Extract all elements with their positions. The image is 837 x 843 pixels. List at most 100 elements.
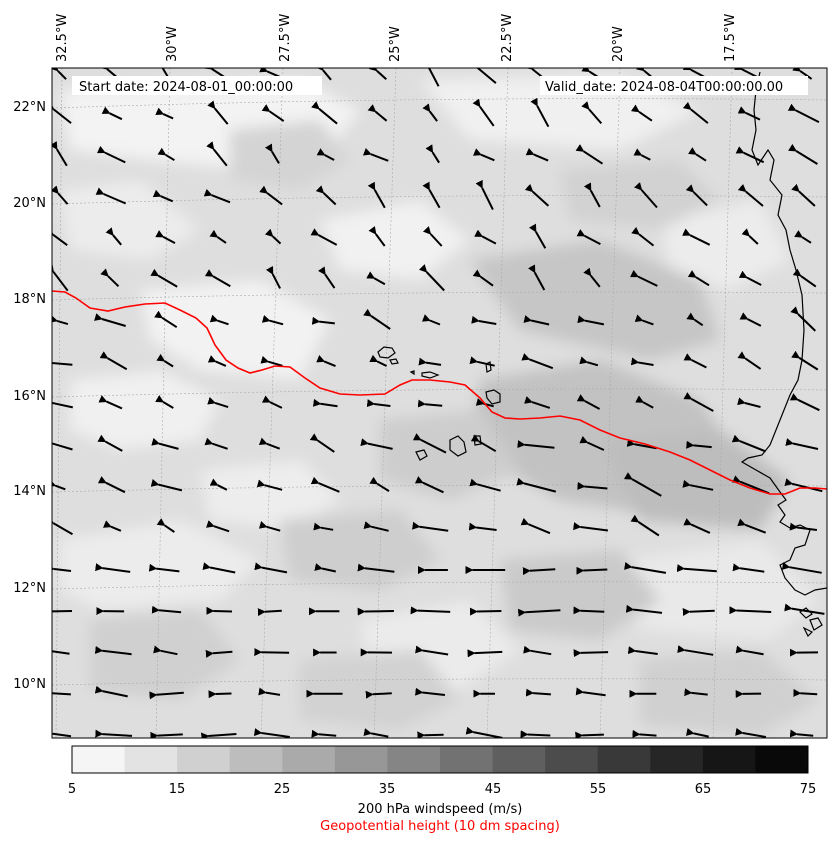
wind-arrow	[418, 264, 445, 292]
wind-arrow	[682, 101, 709, 124]
wind-arrow	[155, 107, 174, 120]
wind-arrow	[265, 266, 281, 289]
colorbar-tick-35: 35	[379, 782, 396, 797]
wind-vectors	[52, 68, 825, 738]
wind-arrow	[366, 399, 391, 408]
wind-arrow	[152, 189, 174, 203]
wind-arrow	[630, 269, 658, 287]
colorbar-tick-45: 45	[485, 782, 502, 797]
wind-arrow	[52, 692, 71, 696]
colorbar-ticks: 5 15 25 35 45 55 65 75	[68, 782, 816, 797]
wind-arrow	[422, 103, 438, 122]
wind-arrow	[100, 268, 120, 288]
wind-arrow	[155, 230, 176, 244]
wind-arrow	[517, 608, 561, 617]
wind-arrow	[683, 353, 707, 369]
wind-arrow	[737, 106, 761, 121]
wind-arrow	[794, 230, 812, 244]
wind-arrow	[369, 354, 388, 367]
wind-arrow	[261, 104, 285, 122]
wind-arrow	[209, 478, 228, 491]
wind-arrow	[583, 182, 601, 208]
wind-arrow	[781, 562, 822, 574]
wind-arrow	[525, 688, 551, 697]
wind-arrow	[207, 355, 227, 367]
wind-arrow	[475, 179, 494, 211]
wind-arrow	[579, 435, 605, 451]
wind-arrow	[94, 313, 126, 327]
wind-arrow	[357, 563, 395, 573]
wind-arrow	[149, 691, 184, 700]
lon-label-20w: 20°W	[611, 26, 626, 62]
wind-arrow	[684, 688, 708, 697]
start-date-label: Start date: 2024-08-01_00:00:00	[79, 80, 293, 95]
wind-arrow	[206, 141, 228, 167]
wind-arrow	[94, 646, 132, 656]
lat-label-22n: 22°N	[13, 100, 46, 115]
wind-arrow	[311, 729, 337, 738]
wind-arrow	[154, 310, 178, 329]
wind-arrow	[525, 147, 549, 162]
graticule	[52, 68, 827, 738]
wind-arrow	[311, 316, 335, 325]
wind-arrow	[523, 315, 550, 326]
wind-arrow	[52, 564, 72, 573]
wind-arrow	[415, 687, 446, 696]
wind-arrow	[576, 566, 608, 575]
wind-arrow	[412, 521, 449, 532]
wind-arrow	[735, 727, 767, 738]
wind-arrow	[682, 479, 714, 491]
wind-arrow	[581, 101, 603, 125]
lat-label-14n: 14°N	[13, 484, 46, 499]
wind-arrow	[357, 607, 394, 616]
wind-arrow	[365, 690, 392, 699]
wind-arrow	[422, 226, 443, 247]
colorbar-tick-65: 65	[695, 782, 712, 797]
wind-arrow	[209, 314, 229, 326]
wind-arrow	[573, 649, 609, 658]
wind-arrow	[633, 182, 658, 209]
wind-arrow	[527, 264, 546, 291]
wind-arrow	[682, 228, 711, 246]
wind-arrow	[517, 440, 555, 449]
wind-arrow	[686, 440, 712, 449]
wind-arrow	[310, 228, 338, 246]
wind-arrow	[787, 103, 820, 123]
wind-arrow	[737, 351, 762, 370]
wind-arrow	[156, 353, 174, 368]
wind-arrow	[203, 188, 231, 204]
wind-arrow	[576, 229, 601, 245]
colorbar-swatch	[124, 746, 178, 773]
wind-arrow	[310, 476, 340, 493]
wind-arrow	[472, 98, 495, 127]
wind-arrow	[470, 434, 497, 453]
wind-arrow	[261, 395, 283, 409]
wind-arrow	[427, 68, 440, 87]
wind-arrow	[208, 690, 232, 699]
lat-label-10n: 10°N	[13, 677, 46, 692]
colorbar-tick-55: 55	[590, 782, 607, 797]
wind-arrow	[316, 355, 336, 368]
wind-arrow	[150, 479, 183, 492]
lat-label-16n: 16°N	[13, 389, 46, 404]
geopotential-contour	[52, 290, 827, 495]
wind-arrow	[201, 732, 237, 738]
wind-arrow	[528, 223, 547, 249]
colorbar-swatch	[492, 746, 546, 773]
lon-label-25w: 25°W	[388, 26, 403, 62]
wind-arrow	[52, 185, 69, 205]
wind-arrow	[207, 100, 229, 125]
wind-arrow	[369, 476, 390, 492]
colorbar-swatch	[229, 746, 283, 773]
wind-arrow	[415, 645, 449, 656]
colorbar-tick-75: 75	[800, 782, 817, 797]
wind-arrow	[575, 687, 606, 697]
wind-arrow	[575, 731, 604, 738]
wind-arrow	[516, 477, 557, 493]
wind-arrow	[623, 472, 662, 497]
colorbar-tick-25: 25	[274, 782, 291, 797]
start-date-box	[72, 76, 322, 95]
wind-arrow	[627, 646, 658, 655]
wind-arrow	[739, 312, 762, 327]
lon-label-30w: 30°W	[165, 26, 180, 62]
